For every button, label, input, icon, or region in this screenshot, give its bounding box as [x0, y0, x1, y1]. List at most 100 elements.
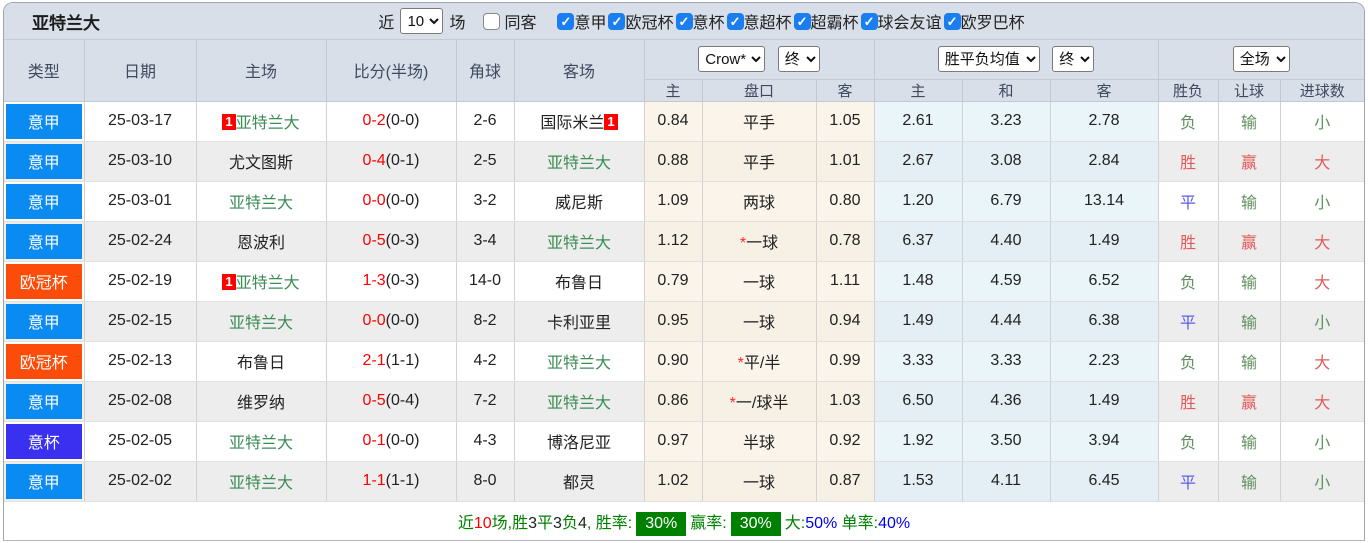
checkbox-icon[interactable]: ✓ — [608, 12, 626, 30]
handicap-odds-home: 1.09 — [644, 181, 703, 222]
bookmaker-select[interactable]: Crow* — [698, 46, 766, 73]
scope-select[interactable]: 全场 — [1232, 46, 1290, 73]
handicap-star: * — [729, 395, 736, 412]
summary-segment: , 胜率: — [586, 515, 633, 532]
match-type: 意杯 — [4, 421, 85, 462]
home-team: 1 亚特兰大 — [196, 101, 327, 142]
score: 0-2(0-0) — [326, 101, 457, 142]
sub-header-0: 主 — [644, 79, 703, 102]
home-rank-badge: 1 — [222, 274, 236, 291]
league-filters: ✓ 意甲 ✓ 欧冠杯 ✓ 意杯 ✓ 意超杯 ✓ 超霸杯 ✓ 球会友谊 ✓ 欧罗巴杯 — [556, 9, 1025, 33]
avg-odds-group-header: 胜平负均值 终 — [874, 40, 1159, 80]
corners: 3-2 — [456, 181, 515, 222]
away-team: 都灵 — [514, 461, 645, 502]
match-type: 意甲 — [4, 461, 85, 502]
home-team: 亚特兰大 — [196, 181, 327, 222]
away-team: 亚特兰大 — [514, 341, 645, 382]
summary-segment: 单率: — [837, 515, 879, 532]
checkbox-icon[interactable]: ✓ — [675, 12, 693, 30]
avg-odds-away: 1.49 — [1050, 221, 1159, 262]
col-header-type: 类型 — [4, 40, 85, 102]
avg-stage-select[interactable]: 终 — [1052, 46, 1095, 73]
corners: 7-2 — [456, 381, 515, 422]
avg-odds-home: 2.67 — [874, 141, 963, 182]
avg-odds-away: 2.78 — [1050, 101, 1159, 142]
corners: 4-3 — [456, 421, 515, 462]
sub-header-6: 胜负 — [1158, 79, 1219, 102]
bookmaker-stage-select[interactable]: 终 — [777, 46, 820, 73]
checkbox-icon[interactable]: ✓ — [557, 12, 575, 30]
match-date: 25-02-15 — [84, 301, 197, 342]
sub-header-4: 和 — [962, 79, 1051, 102]
league-filter-label: 欧冠杯 — [625, 15, 674, 32]
away-team: 亚特兰大 — [514, 381, 645, 422]
score: 0-1(0-0) — [326, 421, 457, 462]
match-date: 25-03-01 — [84, 181, 197, 222]
result-handicap: 赢 — [1218, 141, 1281, 182]
league-filter-1[interactable]: ✓ 欧冠杯 — [608, 9, 674, 33]
handicap-odds-home: 0.86 — [644, 381, 703, 422]
avg-odds-home: 3.33 — [874, 341, 963, 382]
result-handicap: 输 — [1218, 341, 1281, 382]
match-type: 意甲 — [4, 141, 85, 182]
recent-count-select[interactable]: 10 — [400, 8, 444, 34]
league-filter-0[interactable]: ✓ 意甲 — [557, 9, 606, 33]
sub-header-3: 主 — [874, 79, 963, 102]
result-win-draw-lose: 胜 — [1158, 141, 1219, 182]
handicap-odds-away: 0.87 — [816, 461, 875, 502]
summary-segment: 30% — [730, 512, 781, 536]
summary-segment: 10 — [473, 515, 492, 532]
home-team: 布鲁日 — [196, 341, 327, 382]
match-type: 意甲 — [4, 381, 85, 422]
checkbox-icon[interactable]: ✓ — [860, 12, 878, 30]
match-type: 欧冠杯 — [4, 261, 85, 302]
handicap-line: 平手 — [702, 101, 817, 142]
match-row: 意甲 25-02-02 亚特兰大 1-1(1-1) 8-0 都灵 1.02 一球 0.87 1.5… — [4, 461, 1364, 502]
home-team: 恩波利 — [196, 221, 327, 262]
result-win-draw-lose: 负 — [1158, 101, 1219, 142]
checkbox-icon[interactable] — [483, 12, 501, 30]
result-win-draw-lose: 负 — [1158, 261, 1219, 302]
result-win-draw-lose: 平 — [1158, 181, 1219, 222]
summary-segment: 负 — [561, 515, 578, 532]
avg-odds-home: 1.49 — [874, 301, 963, 342]
summary-segment: 3 — [528, 515, 538, 532]
league-filter-4[interactable]: ✓ 超霸杯 — [793, 9, 859, 33]
corners: 2-6 — [456, 101, 515, 142]
result-win-draw-lose: 负 — [1158, 341, 1219, 382]
team-title: 亚特兰大 — [32, 13, 100, 33]
same-venue-label: 同客 — [504, 15, 537, 32]
away-team: 威尼斯 — [514, 181, 645, 222]
checkbox-icon[interactable]: ✓ — [793, 12, 811, 30]
competition-badge: 意甲 — [6, 383, 82, 419]
home-team: 亚特兰大 — [196, 461, 327, 502]
avg-select[interactable]: 胜平负均值 — [937, 46, 1040, 73]
handicap-odds-away: 1.03 — [816, 381, 875, 422]
match-type: 意甲 — [4, 181, 85, 222]
league-filter-5[interactable]: ✓ 球会友谊 — [860, 9, 942, 33]
result-goals: 大 — [1280, 261, 1364, 302]
league-filter-2[interactable]: ✓ 意杯 — [675, 9, 725, 33]
result-group-header: 全场 — [1158, 40, 1364, 80]
avg-odds-away: 2.84 — [1050, 141, 1159, 182]
corners: 8-0 — [456, 461, 515, 502]
topbar: 亚特兰大 近 10 场 同客 ✓ 意甲 ✓ 欧冠杯 ✓ 意杯 ✓ 意超杯 ✓ 超霸杯 ✓ 球会友谊 ✓ 欧… — [4, 3, 1364, 40]
home-team: 维罗纳 — [196, 381, 327, 422]
same-venue-filter[interactable] — [483, 12, 501, 30]
result-goals: 小 — [1280, 421, 1364, 462]
home-team: 亚特兰大 — [196, 421, 327, 462]
checkbox-icon[interactable]: ✓ — [943, 12, 961, 30]
col-header-corners: 角球 — [456, 40, 515, 102]
avg-odds-draw: 4.59 — [962, 261, 1051, 302]
result-win-draw-lose: 胜 — [1158, 221, 1219, 262]
home-team: 尤文图斯 — [196, 141, 327, 182]
result-handicap: 输 — [1218, 301, 1281, 342]
summary-segment: 50% — [805, 515, 838, 532]
handicap-odds-home: 0.88 — [644, 141, 703, 182]
league-filter-3[interactable]: ✓ 意超杯 — [726, 9, 792, 33]
result-handicap: 输 — [1218, 261, 1281, 302]
checkbox-icon[interactable]: ✓ — [726, 12, 744, 30]
league-filter-6[interactable]: ✓ 欧罗巴杯 — [943, 9, 1025, 33]
recent-label: 近 — [378, 15, 395, 32]
handicap-line: 半球 — [702, 421, 817, 462]
